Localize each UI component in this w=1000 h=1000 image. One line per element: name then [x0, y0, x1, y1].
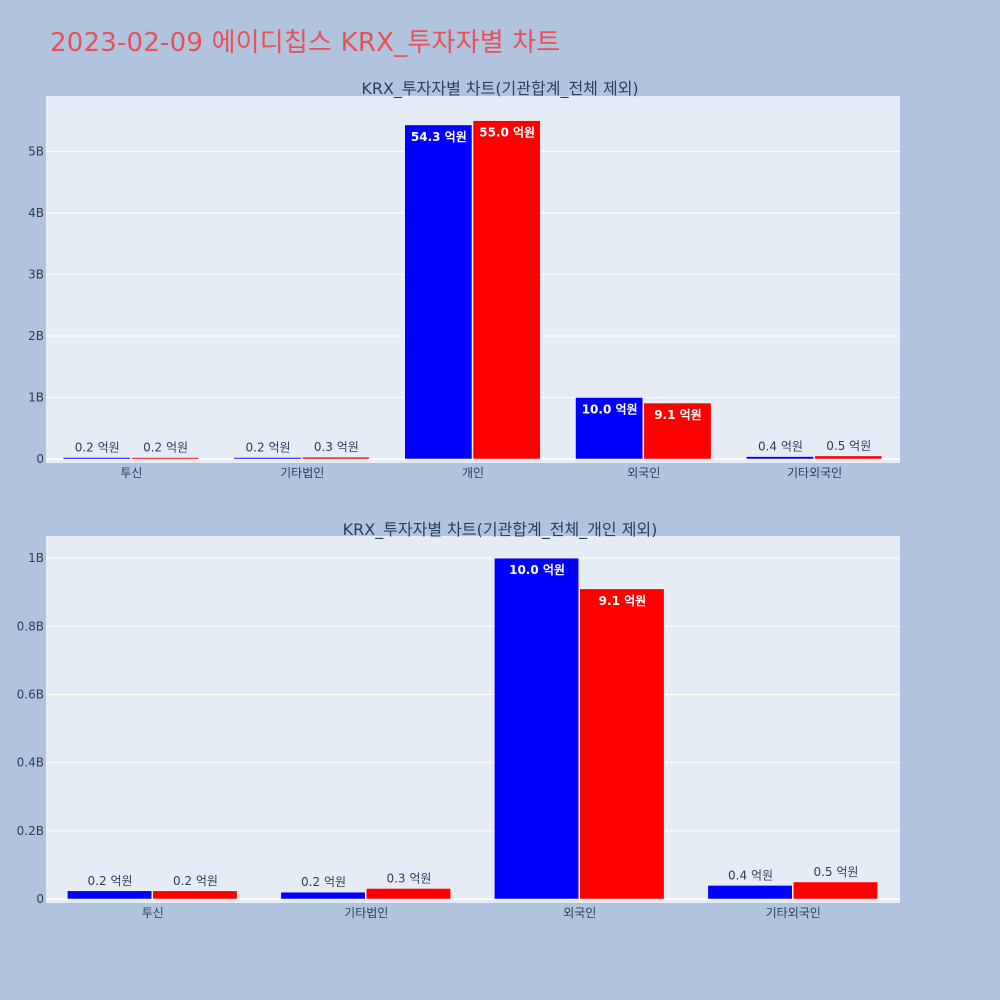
data-label: 0.2 억원 — [143, 441, 188, 455]
y-tick-label: 1B — [28, 390, 44, 404]
data-label: 55.0 억원 — [479, 126, 535, 140]
x-tick-label: 투신 — [120, 466, 142, 480]
chart-1: 0 1B 2B 3B 4B 5B KRX_투자자별 차트(기관합계_전체 제외) 0.2 억원… — [28, 79, 900, 480]
data-label: 54.3 억원 — [411, 130, 467, 144]
bar — [301, 456, 370, 460]
x-tick-label: 개인 — [462, 466, 484, 480]
bar — [575, 397, 644, 460]
plot-area — [46, 536, 900, 903]
data-label: 0.2 억원 — [75, 441, 120, 455]
x-tick-label: 기타외국인 — [787, 466, 842, 480]
data-label: 0.4 억원 — [728, 868, 773, 882]
data-label: 9.1 억원 — [654, 408, 702, 422]
y-tick-label: 0.6B — [17, 687, 44, 701]
bar — [472, 120, 541, 460]
page-title: 2023-02-09 에이디칩스 KRX_투자자별 차트 — [50, 28, 561, 58]
chart-2: 0 0.2B 0.4B 0.6B 0.8B 1B KRX_투자자별 차트(기관합계_전체_개… — [17, 520, 900, 920]
bar — [643, 402, 712, 460]
bar — [814, 455, 883, 460]
y-tick-label: 1B — [28, 551, 44, 565]
data-label: 0.4 억원 — [758, 440, 803, 454]
bar — [62, 457, 131, 460]
data-label: 0.2 억원 — [88, 874, 133, 888]
subplot-title: KRX_투자자별 차트(기관합계_전체 제외) — [361, 79, 638, 99]
y-tick-label: 3B — [28, 267, 44, 281]
y-tick-label: 0.8B — [17, 619, 44, 633]
bar — [67, 890, 152, 900]
data-label: 9.1 억원 — [599, 594, 647, 608]
bar — [366, 888, 451, 900]
bar — [494, 557, 580, 900]
data-label: 0.3 억원 — [386, 871, 431, 885]
bar — [131, 457, 199, 460]
x-tick-label: 외국인 — [627, 466, 660, 480]
bar — [152, 890, 238, 900]
y-tick-label: 0.2B — [17, 824, 44, 838]
data-label: 0.5 억원 — [813, 865, 858, 879]
x-tick-label: 기타법인 — [280, 466, 324, 480]
y-tick-label: 0.4B — [17, 756, 44, 770]
x-tick-label: 외국인 — [563, 906, 596, 920]
x-tick-label: 투신 — [142, 906, 164, 920]
y-tick-label: 0 — [36, 892, 44, 906]
data-label: 0.3 억원 — [314, 440, 359, 454]
x-tick-label: 기타외국인 — [766, 906, 821, 920]
y-tick-label: 2B — [28, 329, 44, 343]
data-label: 10.0 억원 — [582, 402, 638, 416]
bar — [793, 881, 878, 900]
bar — [404, 124, 473, 460]
data-label: 0.2 억원 — [246, 441, 291, 455]
x-tick-label: 기타법인 — [344, 906, 388, 920]
bar — [579, 588, 665, 900]
bar — [280, 891, 366, 900]
bar — [233, 457, 302, 460]
y-tick-label: 4B — [28, 206, 44, 220]
bar — [746, 456, 814, 460]
data-label: 0.2 억원 — [173, 874, 218, 888]
bar — [707, 885, 793, 900]
y-tick-label: 0 — [36, 452, 44, 466]
y-tick-label: 5B — [28, 144, 44, 158]
data-label: 10.0 억원 — [509, 563, 565, 577]
subplot-title: KRX_투자자별 차트(기관합계_전체_개인 제외) — [343, 520, 658, 540]
data-label: 0.2 억원 — [301, 875, 346, 889]
data-label: 0.5 억원 — [826, 439, 871, 453]
